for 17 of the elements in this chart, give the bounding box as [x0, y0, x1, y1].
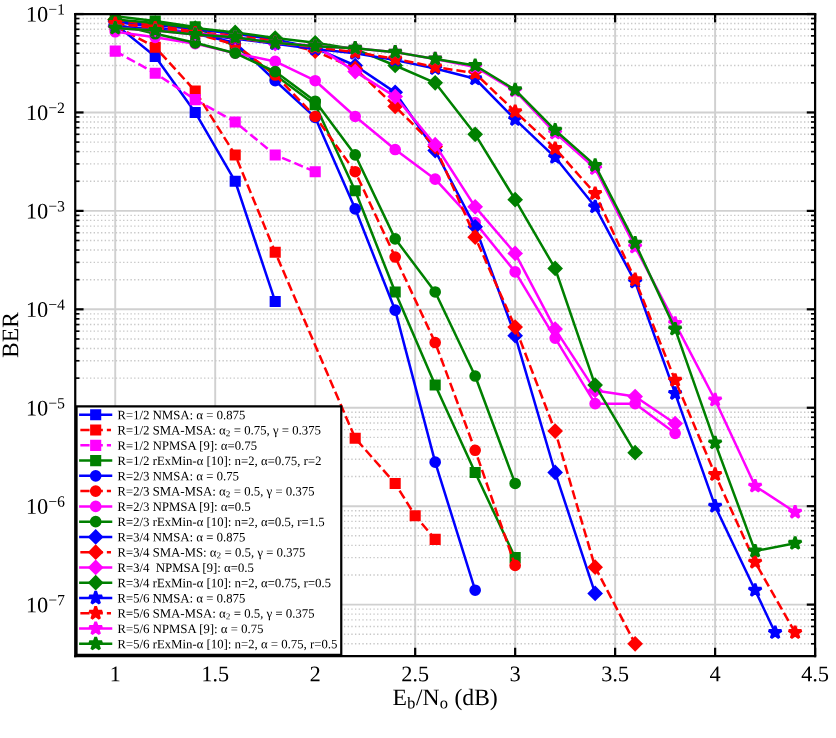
x-tick-label: 2.5	[402, 666, 429, 682]
x-tick-label: 4.5	[801, 666, 829, 682]
x-tick-label: 3.5	[602, 666, 629, 682]
y-tick-label: 10$^{−1}$	[27, 4, 64, 22]
x-tick-label: 1.5	[203, 666, 229, 682]
y-tick-label: 10$^{−6}$	[27, 496, 65, 514]
y-tick-label: 10$^{−4}$	[27, 299, 65, 318]
x-axis-title: E$_{b}$/N$_{o}$ (dB)	[393, 688, 497, 711]
x-tick-label: 4	[710, 666, 721, 682]
y-tick-label: 10$^{−5}$	[27, 398, 65, 416]
x-tick-label: 3	[510, 666, 520, 682]
y-tick-label: 10$^{−7}$	[27, 594, 65, 613]
y-tick-label: 10$^{−3}$	[27, 201, 65, 219]
x-tick-label: 1	[111, 666, 120, 682]
y-axis-title: BER	[2, 312, 19, 358]
x-tick-label: 2	[310, 666, 320, 682]
y-tick-label: 10$^{−2}$	[27, 102, 65, 121]
